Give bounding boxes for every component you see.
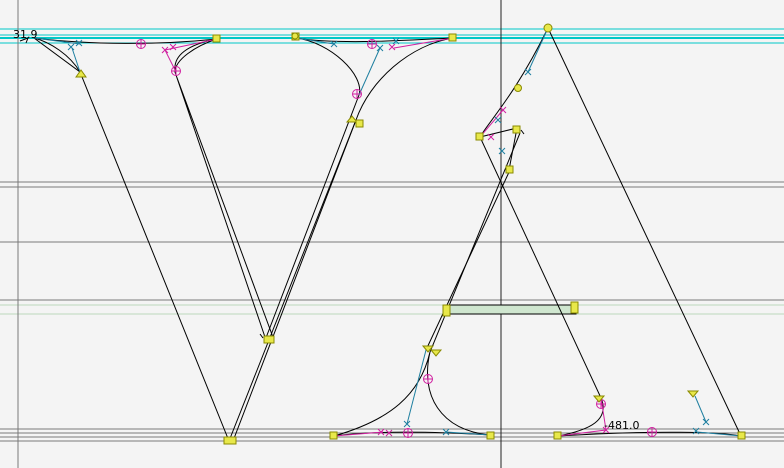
control-handles bbox=[33, 27, 742, 437]
crossbar-selection[interactable] bbox=[445, 304, 577, 315]
start-point-arrows bbox=[19, 37, 525, 339]
glyph-a-outline[interactable] bbox=[333, 27, 742, 437]
glyph-v-outline[interactable] bbox=[33, 37, 454, 442]
oncurve-points[interactable] bbox=[75, 23, 746, 445]
coordinate-readout-bottom-right: -481.0 bbox=[604, 419, 640, 432]
coordinate-readout-top-left: 31.9 bbox=[13, 28, 38, 41]
offcurve-points[interactable] bbox=[67, 37, 710, 437]
inflection-markers[interactable] bbox=[136, 39, 657, 438]
